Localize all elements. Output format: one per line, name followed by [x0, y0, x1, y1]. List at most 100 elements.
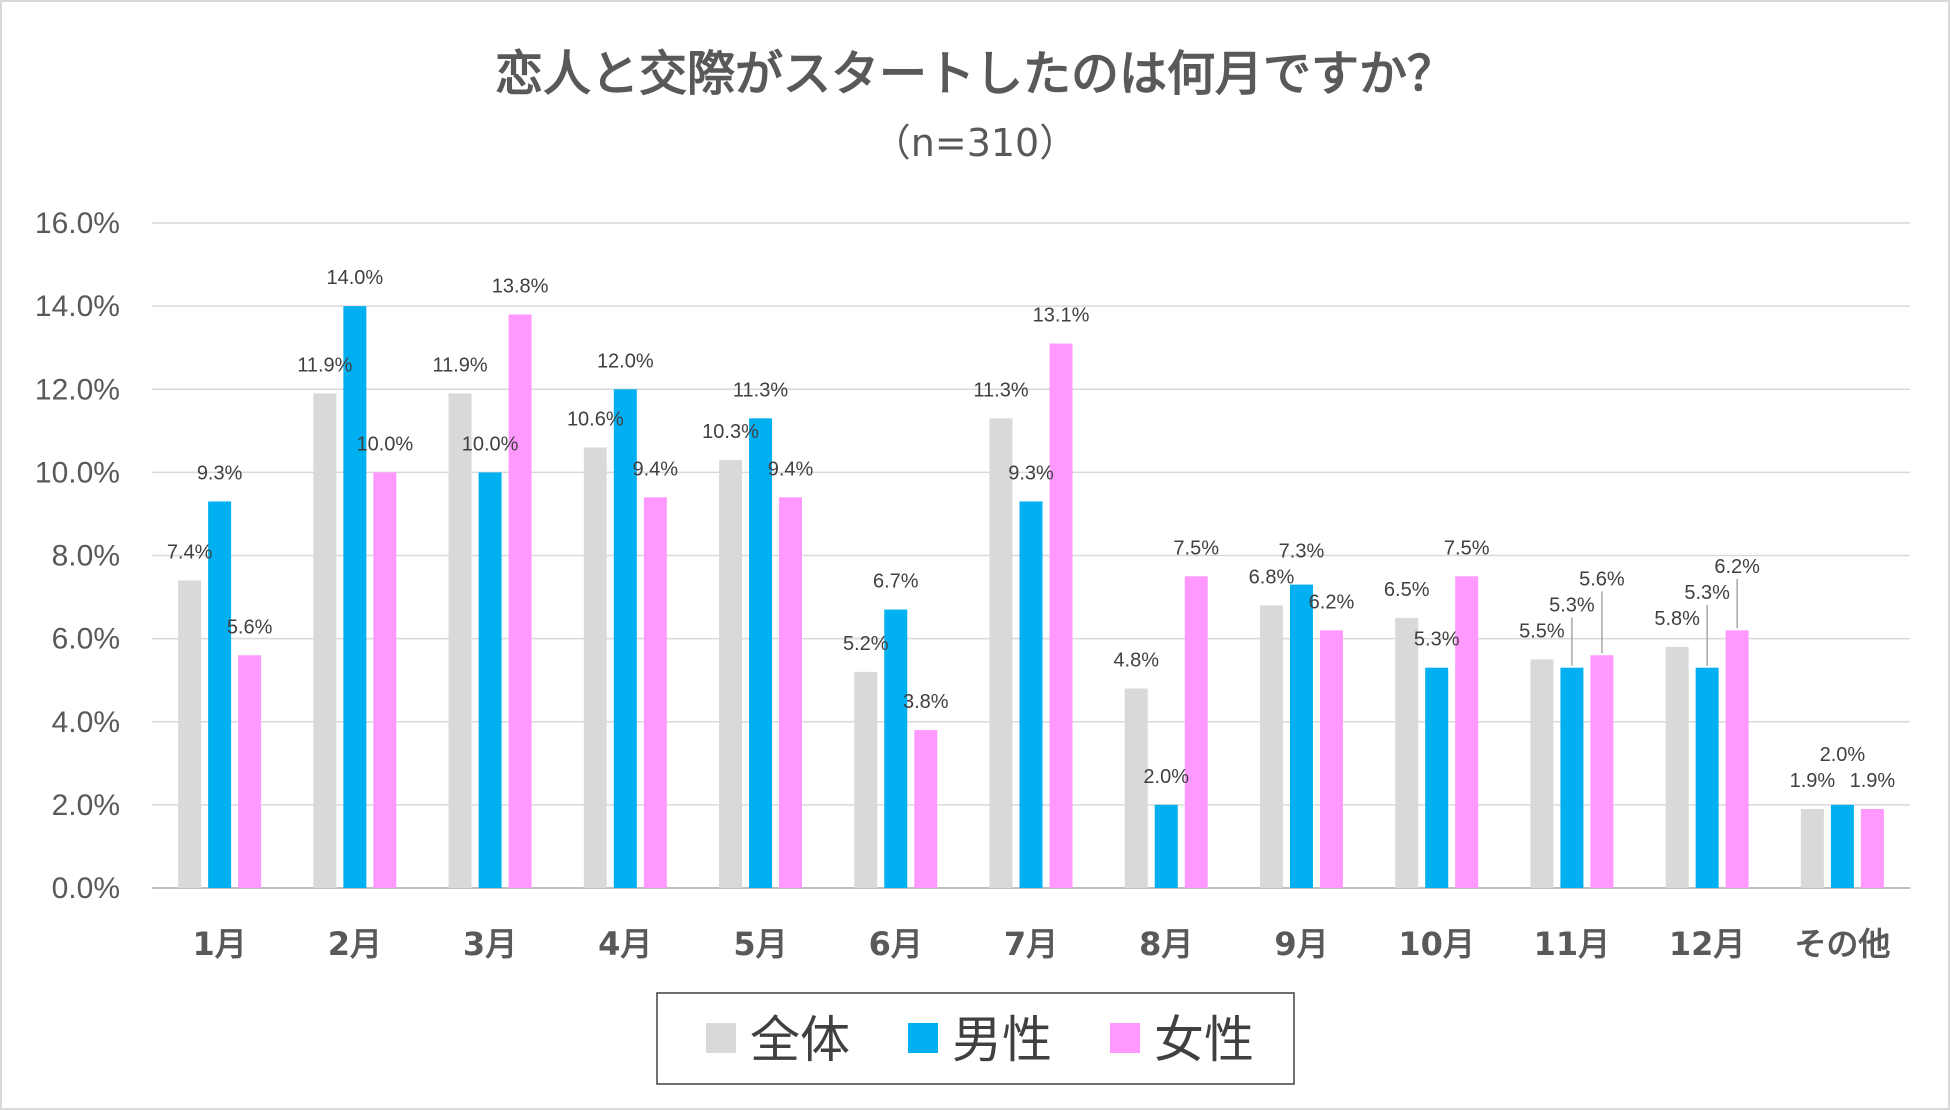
data-label: 6.2%: [1309, 591, 1355, 613]
bar-女性-2月: [373, 472, 397, 888]
x-tick-label: 3月: [463, 925, 517, 963]
data-label: 11.9%: [297, 354, 352, 376]
legend: 全体 男性 女性: [656, 992, 1295, 1085]
bar-女性-6月: [914, 730, 938, 888]
legend-swatch-女性: [1110, 1023, 1140, 1053]
data-label: 2.0%: [1143, 766, 1189, 788]
bar-全体-7月: [989, 418, 1013, 888]
x-tick-label: 5月: [733, 925, 787, 963]
data-label: 3.8%: [903, 691, 949, 713]
y-tick-label: 12.0%: [35, 373, 120, 406]
data-label: 14.0%: [326, 267, 383, 289]
bar-男性-5月: [749, 418, 773, 888]
x-tick-label: 7月: [1004, 925, 1058, 963]
bar-女性-10月: [1455, 576, 1479, 888]
bar-全体-10月: [1395, 617, 1419, 888]
data-label: 5.3%: [1549, 594, 1595, 616]
bar-男性-4月: [613, 389, 637, 888]
bar-全体-9月: [1259, 605, 1283, 888]
data-label: 13.8%: [492, 275, 549, 297]
bar-女性-4月: [643, 497, 667, 888]
bar-女性-その他: [1860, 809, 1884, 888]
data-label: 5.6%: [1579, 568, 1625, 590]
bar-全体-11月: [1530, 659, 1554, 888]
bar-男性-2月: [343, 306, 367, 888]
bar-全体-3月: [448, 393, 472, 888]
data-label: 13.1%: [1033, 305, 1090, 327]
x-tick-label: 12月: [1669, 925, 1746, 963]
data-label: 2.0%: [1820, 744, 1866, 766]
y-tick-label: 8.0%: [52, 540, 120, 573]
data-label: 9.4%: [768, 458, 814, 480]
bar-女性-9月: [1319, 630, 1343, 888]
bar-全体-その他: [1800, 809, 1824, 888]
data-label: 5.2%: [843, 633, 889, 655]
bar-男性-11月: [1560, 667, 1584, 888]
bar-男性-7月: [1019, 501, 1043, 888]
data-label: 10.3%: [702, 421, 759, 443]
bars: [178, 306, 1884, 888]
bar-女性-5月: [779, 497, 803, 888]
data-label: 1.9%: [1850, 770, 1896, 792]
x-tick-label: 11月: [1534, 925, 1611, 963]
y-tick-label: 16.0%: [35, 207, 120, 240]
data-label: 12.0%: [597, 350, 654, 372]
data-label: 11.9%: [432, 354, 487, 376]
bar-男性-6月: [884, 609, 908, 888]
bar-全体-5月: [719, 459, 743, 888]
legend-box: [656, 992, 1295, 1085]
bar-女性-8月: [1184, 576, 1208, 888]
bar-女性-11月: [1590, 655, 1614, 888]
bar-女性-1月: [238, 655, 262, 888]
data-label: 5.8%: [1654, 608, 1700, 630]
y-tick-label: 14.0%: [35, 290, 120, 323]
chart-title: 恋人と交際がスタートしたのは何月ですか？: [495, 46, 1455, 102]
data-label: 7.5%: [1444, 537, 1490, 559]
y-tick-label: 10.0%: [35, 456, 120, 489]
legend-swatch-男性: [908, 1023, 938, 1053]
legend-label-男性: 男性: [952, 1011, 1052, 1069]
bar-女性-3月: [508, 314, 532, 888]
bar-女性-7月: [1049, 343, 1073, 888]
chart-subtitle: （n=310）: [873, 121, 1077, 165]
bar-全体-2月: [313, 393, 337, 888]
data-label: 10.6%: [567, 408, 624, 430]
bar-男性-3月: [478, 472, 502, 888]
data-label: 7.5%: [1173, 537, 1219, 559]
bar-全体-4月: [583, 447, 607, 888]
data-label: 4.8%: [1113, 650, 1159, 672]
x-tick-label: 4月: [598, 925, 652, 963]
data-label: 10.0%: [356, 433, 413, 455]
bar-全体-6月: [854, 671, 878, 888]
bar-女性-12月: [1725, 630, 1749, 888]
x-tick-label: その他: [1794, 925, 1890, 963]
bar-男性-その他: [1830, 804, 1854, 888]
data-label: 6.2%: [1714, 556, 1760, 578]
bar-男性-8月: [1154, 804, 1178, 888]
bar-男性-12月: [1695, 667, 1719, 888]
data-label: 6.5%: [1384, 579, 1430, 601]
bar-男性-9月: [1289, 584, 1313, 888]
bar-男性-1月: [208, 501, 232, 888]
data-label: 5.3%: [1414, 629, 1460, 651]
bar-男性-10月: [1425, 667, 1449, 888]
y-tick-label: 0.0%: [52, 872, 120, 905]
x-tick-label: 1月: [192, 925, 246, 963]
data-label: 9.3%: [197, 462, 243, 484]
x-tick-label: 8月: [1139, 925, 1193, 963]
x-tick-label: 2月: [328, 925, 382, 963]
data-label: 11.3%: [973, 379, 1028, 401]
data-label: 9.3%: [1008, 462, 1054, 484]
data-label: 7.3%: [1279, 540, 1325, 562]
data-label: 9.4%: [633, 458, 679, 480]
data-label: 5.3%: [1684, 582, 1730, 604]
legend-label-女性: 女性: [1154, 1011, 1254, 1069]
legend-swatch-全体: [706, 1023, 736, 1053]
y-tick-label: 6.0%: [52, 623, 120, 656]
y-tick-label: 2.0%: [52, 789, 120, 822]
x-tick-label: 6月: [869, 925, 923, 963]
data-label: 5.5%: [1519, 620, 1565, 642]
axes: 0.0% 2.0% 4.0% 6.0% 8.0% 10.0% 12.0% 14.0% 16.0%…: [35, 207, 1890, 963]
